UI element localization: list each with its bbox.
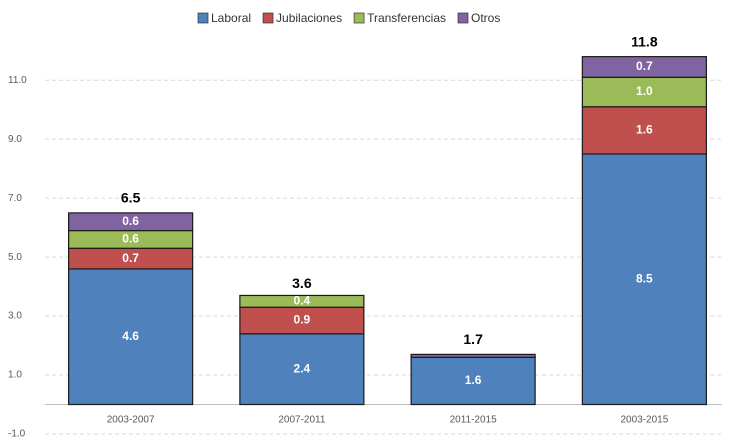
total-label: 1.7 xyxy=(463,331,483,347)
x-tick-label: 2011-2015 xyxy=(450,415,498,426)
y-tick-label: 11.0 xyxy=(8,75,27,86)
total-label: 11.8 xyxy=(631,33,658,49)
bar-segment xyxy=(581,106,707,155)
bar-segment xyxy=(581,153,707,406)
data-label: 0.9 xyxy=(294,313,311,327)
legend-label: Jubilaciones xyxy=(276,11,342,25)
y-tick-label: 3.0 xyxy=(8,311,22,322)
bar-segment xyxy=(581,76,707,108)
bar-segment xyxy=(410,353,536,358)
total-label: 6.5 xyxy=(121,190,141,206)
legend-label: Transferencias xyxy=(367,11,446,25)
legend-swatch xyxy=(457,12,469,24)
y-tick-label: 7.0 xyxy=(8,193,22,204)
y-tick-label: 5.0 xyxy=(8,252,22,263)
y-tick-label: 9.0 xyxy=(8,134,22,145)
y-tick-label: 1.0 xyxy=(8,370,22,381)
data-label: 0.4 xyxy=(294,294,311,308)
data-label: 4.6 xyxy=(122,329,139,343)
legend-swatch xyxy=(262,12,274,24)
data-label: 0.6 xyxy=(122,232,139,246)
data-label: 0.7 xyxy=(122,251,139,265)
data-label: 1.6 xyxy=(636,123,653,137)
x-tick-label: 2003-2015 xyxy=(620,415,668,426)
data-label: 1.0 xyxy=(636,84,653,98)
data-label: 1.6 xyxy=(465,373,482,387)
bar-segment xyxy=(68,268,194,406)
x-tick-label: 2007-2011 xyxy=(278,415,326,426)
legend-swatch xyxy=(197,12,209,24)
data-label: 0.6 xyxy=(122,214,139,228)
bar-segment xyxy=(239,294,365,308)
data-label: 0.7 xyxy=(636,59,653,73)
bar-segment xyxy=(68,212,194,232)
y-tick-label: -1.0 xyxy=(8,429,26,437)
data-label: 8.5 xyxy=(636,271,653,285)
bar-segment xyxy=(410,356,536,406)
legend-label: Otros xyxy=(471,11,500,25)
legend-swatch xyxy=(353,12,365,24)
bar-segment xyxy=(581,56,707,78)
legend-label: Laboral xyxy=(211,11,251,25)
bar-segment xyxy=(239,306,365,335)
x-tick-label: 2003-2007 xyxy=(107,415,155,426)
data-label: 2.4 xyxy=(294,361,311,375)
total-label: 3.6 xyxy=(292,275,312,291)
